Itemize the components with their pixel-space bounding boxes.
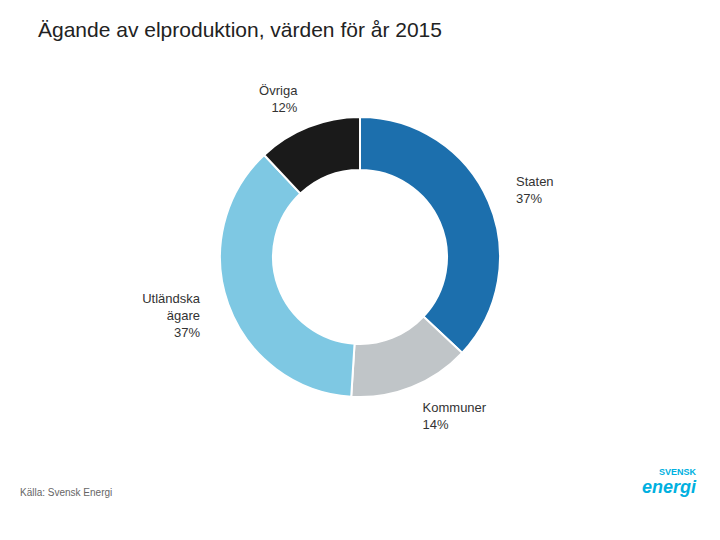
html-text:Källa: Svensk Energi: Källa: Svensk Energi [20, 486, 113, 498]
svg-text:Utländskaägare37%: Utländskaägare37% [142, 290, 201, 339]
html-text:energi: energi [642, 476, 696, 497]
svg-text:Staten37%: Staten37% [516, 173, 554, 205]
html-text:SVENSK: SVENSK [659, 467, 696, 477]
svg-text:Kommuner14%: Kommuner14% [423, 399, 487, 431]
html-text:Ägande av elproduktion, värden: Ägande av elproduktion, värden för år 20… [38, 18, 442, 41]
svg-text:Övriga12%: Övriga12% [259, 83, 298, 115]
